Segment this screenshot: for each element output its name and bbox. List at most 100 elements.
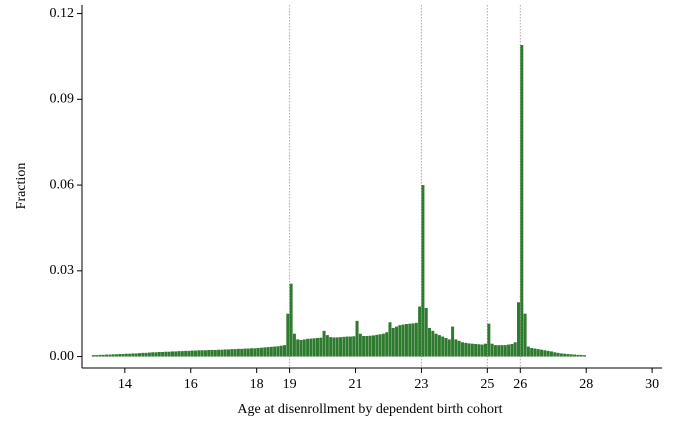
bar	[147, 352, 151, 357]
bar	[292, 333, 296, 357]
bar	[513, 342, 517, 357]
bar	[447, 339, 451, 357]
bar	[503, 345, 507, 357]
x-tick-label: 25	[480, 377, 494, 392]
bar	[210, 349, 214, 357]
bar	[464, 342, 468, 357]
bar	[530, 347, 534, 357]
bar	[467, 343, 471, 357]
bar	[470, 343, 474, 357]
bar	[345, 336, 349, 357]
bar	[372, 335, 375, 357]
bar	[157, 351, 161, 357]
bar	[227, 349, 230, 357]
bar	[236, 348, 240, 357]
bar	[559, 353, 563, 357]
bar	[358, 333, 362, 357]
bar	[385, 332, 389, 357]
bar	[434, 333, 438, 357]
bar	[339, 337, 343, 357]
bar	[332, 337, 336, 357]
bar	[118, 353, 122, 357]
bar	[500, 345, 504, 357]
bar	[259, 347, 263, 357]
bar	[276, 346, 280, 357]
bar	[263, 347, 267, 357]
bar	[520, 45, 524, 357]
bar	[286, 313, 290, 357]
bar	[223, 349, 227, 357]
bar	[404, 323, 408, 357]
bar	[566, 353, 570, 357]
bar	[233, 349, 237, 357]
bar	[352, 336, 356, 357]
bar	[553, 352, 557, 357]
bar	[151, 352, 155, 357]
bar	[161, 351, 165, 357]
bar	[177, 351, 181, 357]
y-tick-label: 0.09	[50, 92, 75, 107]
bar	[91, 355, 95, 357]
bar	[457, 340, 461, 357]
bar	[167, 351, 171, 357]
bar	[378, 334, 382, 357]
x-tick-label: 19	[283, 377, 297, 392]
bar	[170, 351, 174, 357]
bar	[507, 344, 511, 357]
bar	[250, 348, 254, 357]
bar	[207, 349, 211, 357]
bar	[312, 338, 316, 357]
bar	[154, 352, 158, 357]
bar	[230, 349, 234, 357]
bar	[579, 354, 583, 357]
bar	[540, 349, 544, 357]
bar	[289, 283, 293, 357]
x-tick-label: 26	[513, 377, 527, 392]
bar	[141, 352, 145, 357]
bar	[134, 353, 138, 357]
bar	[269, 346, 273, 357]
bar	[194, 350, 198, 357]
bar	[319, 337, 323, 357]
bar	[335, 337, 339, 357]
bar	[487, 323, 491, 357]
bar	[138, 353, 142, 357]
bar	[497, 345, 501, 357]
y-tick-label: 0.12	[50, 6, 75, 21]
bar	[493, 345, 497, 357]
bar	[164, 351, 168, 357]
bar	[309, 338, 313, 357]
y-axis-label: Fraction	[14, 163, 29, 210]
bar	[124, 353, 128, 357]
bar	[246, 348, 250, 357]
y-tick-label: 0.06	[50, 177, 75, 192]
bar	[582, 355, 586, 357]
x-tick-label: 28	[579, 377, 593, 392]
bar	[388, 322, 392, 357]
bar	[243, 348, 247, 357]
bar	[563, 353, 567, 357]
bar	[283, 345, 287, 357]
bar	[533, 348, 537, 357]
bar	[315, 337, 319, 357]
x-tick-label: 30	[645, 377, 659, 392]
bar	[391, 327, 395, 357]
bar	[454, 339, 458, 357]
bar	[325, 335, 329, 357]
x-tick-label: 16	[184, 377, 198, 392]
bar	[131, 353, 135, 357]
bar	[490, 343, 494, 357]
bar	[536, 349, 540, 357]
bar	[108, 354, 112, 357]
bar	[174, 351, 178, 357]
bar	[101, 354, 105, 357]
bar	[381, 333, 385, 357]
bar	[421, 185, 425, 357]
bar	[549, 351, 553, 357]
bar	[213, 349, 217, 357]
bar	[95, 355, 99, 357]
bar	[279, 345, 283, 357]
bar	[460, 342, 464, 357]
